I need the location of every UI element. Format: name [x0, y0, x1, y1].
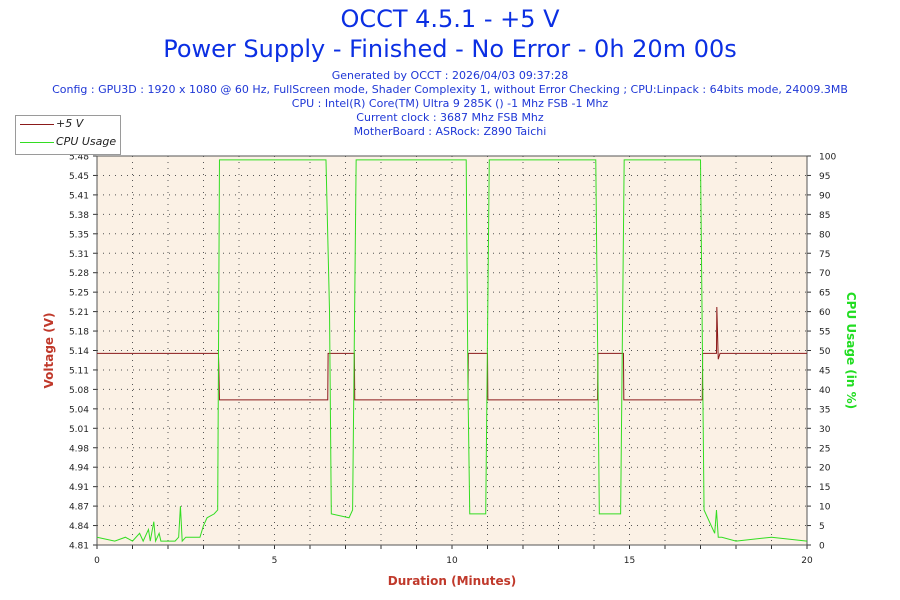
legend-item-cpu: CPU Usage: [16, 135, 120, 151]
y2-tick-label: 40: [819, 386, 831, 396]
x-tick-label: 0: [94, 556, 100, 566]
info-motherboard: MotherBoard : ASRock: Z890 Taichi: [353, 125, 547, 138]
y2-tick-label: 95: [819, 172, 830, 182]
y2-tick-label: 25: [819, 444, 830, 454]
legend: +5 V CPU Usage: [15, 115, 121, 155]
x-tick-label: 15: [624, 556, 635, 566]
y2-tick-label: 100: [819, 153, 836, 163]
x-tick-label: 5: [272, 556, 278, 566]
y-tick-label: 5.45: [69, 172, 89, 182]
y2-tick-label: 80: [819, 230, 831, 240]
legend-swatch-cpu: [20, 142, 54, 143]
plot-frame: [96, 155, 808, 546]
y2-axis-title: CPU Usage (in %): [844, 292, 858, 409]
y2-tick-label: 20: [819, 464, 831, 474]
y-tick-label: 5.08: [69, 386, 89, 396]
y-tick-label: 5.18: [69, 328, 89, 338]
y-axis-title: Voltage (V): [42, 313, 56, 389]
y-tick-label: 4.98: [69, 444, 89, 454]
y-tick-label: 4.81: [69, 542, 89, 552]
y2-tick-label: 35: [819, 405, 830, 415]
y-tick-label: 5.31: [69, 250, 89, 260]
y-tick-label: 5.14: [69, 347, 89, 357]
y2-tick-label: 50: [819, 347, 831, 357]
info-generated: Generated by OCCT : 2026/04/03 09:37:28: [331, 69, 569, 82]
y2-tick-label: 65: [819, 289, 830, 299]
x-axis-title: Duration (Minutes): [388, 574, 516, 588]
y-tick-label: 4.84: [69, 522, 89, 532]
y2-tick-label: 0: [819, 542, 825, 552]
y-tick-label: 4.87: [69, 503, 89, 513]
y2-tick-label: 90: [819, 191, 831, 201]
y-tick-label: 4.94: [69, 464, 89, 474]
series-line-voltage: [97, 306, 807, 401]
y2-tick-label: 10: [819, 503, 831, 513]
y-tick-label: 5.25: [69, 289, 89, 299]
y2-tick-label: 75: [819, 250, 830, 260]
y2-tick-label: 15: [819, 483, 830, 493]
y2-tick-label: 60: [819, 308, 831, 318]
x-tick-label: 10: [446, 556, 458, 566]
y-tick-label: 5.41: [69, 191, 89, 201]
y-tick-label: 4.91: [69, 483, 89, 493]
y2-tick-label: 85: [819, 211, 830, 221]
info-cpu: CPU : Intel(R) Core(TM) Ultra 9 285K () …: [291, 97, 609, 110]
y-tick-label: 5.38: [69, 211, 89, 221]
y-tick-label: 5.21: [69, 308, 89, 318]
legend-label-voltage: +5 V: [56, 117, 84, 130]
y2-tick-label: 30: [819, 425, 831, 435]
y-tick-label: 5.48: [69, 153, 89, 163]
y-tick-label: 5.11: [69, 366, 89, 376]
info-clock: Current clock : 3687 Mhz FSB Mhz: [356, 111, 544, 124]
y-tick-label: 5.01: [69, 425, 89, 435]
chart-title-line1: OCCT 4.5.1 - +5 V: [340, 5, 560, 33]
legend-label-cpu: CPU Usage: [56, 135, 117, 148]
y2-tick-label: 45: [819, 366, 830, 376]
y-tick-label: 5.28: [69, 269, 89, 279]
y2-tick-label: 55: [819, 328, 830, 338]
series-line-cpu-usage: [96, 159, 808, 544]
y-tick-label: 5.35: [69, 230, 89, 240]
chart-title-line2: Power Supply - Finished - No Error - 0h …: [163, 35, 737, 63]
y2-tick-label: 70: [819, 269, 831, 279]
y-tick-label: 5.04: [69, 405, 89, 415]
y2-tick-label: 5: [819, 522, 825, 532]
legend-item-voltage: +5 V: [16, 117, 120, 133]
legend-swatch-voltage: [20, 124, 54, 125]
x-tick-label: 20: [801, 556, 813, 566]
info-config: Config : GPU3D : 1920 x 1080 @ 60 Hz, Fu…: [52, 83, 848, 96]
